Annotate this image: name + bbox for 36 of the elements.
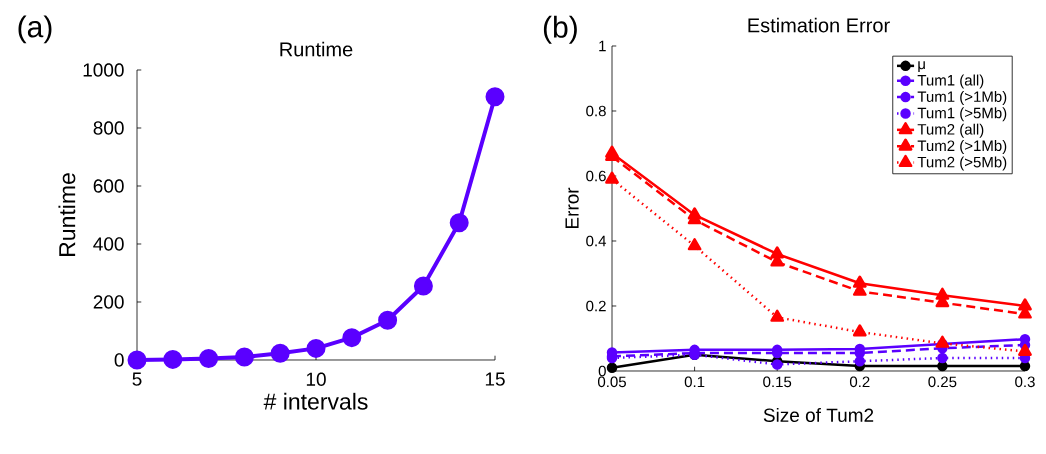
x-tick-label: 0.15 [763,376,792,388]
chart-title: Runtime [280,41,353,57]
y-tick-label: 0 [114,353,124,367]
y-tick-label: 600 [93,179,124,193]
y-tick-label: 400 [93,237,124,251]
y-tick-label: 0.6 [586,170,606,182]
y-tick-label: 0.2 [586,300,606,312]
y-tick-label: 0 [598,365,606,377]
legend-label: Tum2 (>1Mb) [917,140,1007,155]
y-tick-label: 0.4 [586,235,607,247]
legend-label: Tum2 (all) [917,123,984,138]
y-tick-label: 200 [93,295,124,309]
legend-label: Tum1 (>5Mb) [917,107,1007,122]
x-tick-label: 0.2 [849,376,870,388]
chart-title: Estimation Error [748,17,890,33]
legend-label: Tum1 (all) [917,74,984,89]
y-axis-title: Error [565,187,579,229]
x-tick-label: 0.25 [928,376,957,388]
legend-label: Tum1 (>1Mb) [917,90,1007,105]
x-axis-title: Size of Tum2 [763,408,874,422]
x-tick-label: 10 [306,372,326,386]
text: (a) [18,15,52,44]
x-tick-label: 0.1 [684,376,705,388]
text: (b) [543,15,577,44]
y-tick-label: 1 [599,40,606,52]
x-tick-label: 0.05 [597,376,626,388]
x-tick-label: 5 [132,372,142,386]
y-tick-label: 1000 [83,63,124,77]
x-tick-label: 0.3 [1015,376,1035,388]
legend-label: μ [918,61,925,72]
legend-label: Tum2 (>5Mb) [917,156,1007,171]
y-tick-label: 0.8 [586,105,606,117]
y-axis-title: Runtime [58,173,76,256]
x-axis-title: # intervals [263,392,368,410]
y-tick-label: 800 [93,121,124,135]
x-tick-label: 15 [485,372,505,386]
